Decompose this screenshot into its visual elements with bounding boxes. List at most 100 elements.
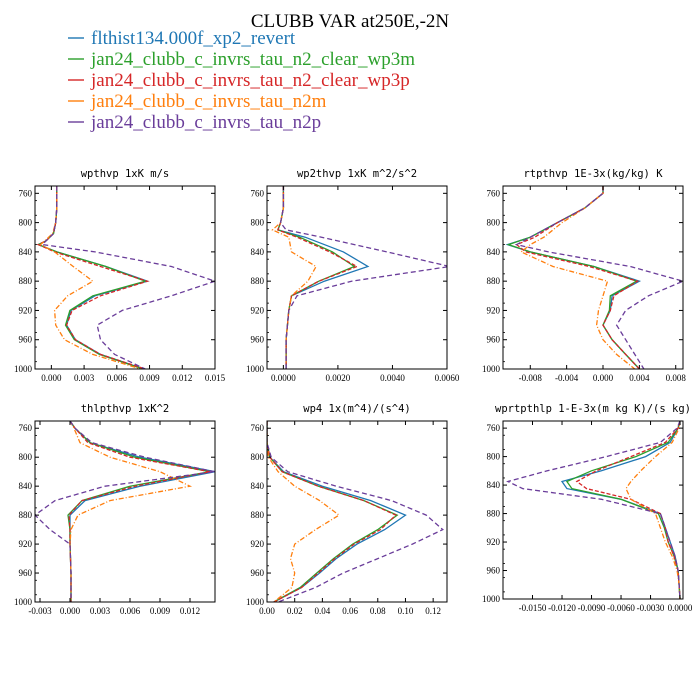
y-tick-label: 800 — [19, 452, 33, 462]
y-tick-label: 800 — [19, 218, 33, 228]
y-tick-label: 800 — [251, 452, 265, 462]
plot-frame — [502, 420, 684, 600]
x-tick-label: 0.006 — [120, 606, 141, 616]
x-tick-label: 0.012 — [180, 606, 200, 616]
x-tick-label: 0.0020 — [326, 373, 351, 383]
y-tick-label: 920 — [487, 537, 501, 547]
x-tick-label: 0.0000 — [668, 603, 693, 613]
series-line — [515, 186, 640, 369]
series-line — [267, 421, 341, 602]
chart-panel: wpthvp 1xK m/s 760 800 840 880 920 960 1000 0.00… — [14, 168, 226, 383]
y-tick-label: 840 — [487, 480, 501, 490]
panel-title: wp2thvp 1xK m^2/s^2 — [297, 168, 417, 180]
x-tick-label: -0.003 — [28, 606, 52, 616]
y-tick-label: 1000 — [14, 364, 33, 374]
chart-panel: thlpthvp 1xK^2 760 800 840 880 920 960 1000-0.0… — [14, 403, 216, 616]
x-tick-label: 0.000 — [41, 373, 62, 383]
panel-title: wp4 1x(m^4)/(s^4) — [303, 403, 410, 415]
x-tick-label: 0.0060 — [435, 373, 460, 383]
y-tick-label: 920 — [19, 305, 33, 315]
plot-frame — [34, 185, 216, 370]
x-tick-label: 0.08 — [370, 606, 386, 616]
y-tick-label: 800 — [487, 218, 501, 228]
figure-title: CLUBB VAR at250E,-2N — [251, 11, 450, 32]
series-line — [519, 186, 636, 369]
series-line — [36, 186, 150, 369]
x-tick-label: 0.006 — [107, 373, 128, 383]
y-tick-label: 880 — [251, 510, 265, 520]
y-tick-label: 880 — [19, 276, 33, 286]
x-tick-label: -0.008 — [519, 373, 543, 383]
y-tick-label: 840 — [251, 481, 265, 491]
y-tick-label: 960 — [19, 335, 33, 345]
chart-panel: rtpthvp 1E-3x(kg/kg) K 760 800 840 880 920 960… — [482, 168, 686, 383]
x-tick-label: 0.12 — [425, 606, 441, 616]
x-tick-label: -0.0120 — [548, 603, 576, 613]
y-tick-label: 880 — [19, 510, 33, 520]
x-tick-label: 0.015 — [205, 373, 226, 383]
x-tick-label: 0.004 — [629, 373, 650, 383]
series-line — [506, 421, 681, 599]
y-tick-label: 760 — [487, 188, 501, 198]
y-tick-label: 920 — [251, 539, 265, 549]
y-tick-label: 1000 — [246, 597, 265, 607]
series-line — [565, 421, 681, 599]
y-tick-label: 1000 — [14, 597, 33, 607]
y-tick-label: 760 — [19, 423, 33, 433]
y-tick-label: 760 — [251, 188, 265, 198]
x-tick-label: 0.000 — [593, 373, 614, 383]
y-tick-label: 960 — [251, 568, 265, 578]
x-tick-label: 0.10 — [398, 606, 414, 616]
x-tick-label: -0.0090 — [578, 603, 606, 613]
x-tick-label: 0.012 — [172, 373, 192, 383]
y-tick-label: 880 — [251, 276, 265, 286]
x-tick-label: 0.003 — [74, 373, 95, 383]
x-tick-label: -0.0150 — [519, 603, 547, 613]
y-tick-label: 920 — [19, 539, 33, 549]
y-tick-label: 1000 — [246, 364, 265, 374]
x-tick-label: -0.0060 — [607, 603, 635, 613]
chart-panel: wprtpthlp 1-E-3x(m kg K)/(s kg) 760 800 840… — [482, 403, 693, 613]
y-tick-label: 840 — [487, 247, 501, 257]
series-line — [625, 421, 681, 599]
y-tick-label: 760 — [251, 423, 265, 433]
y-tick-label: 1000 — [482, 364, 501, 374]
y-tick-label: 920 — [251, 305, 265, 315]
x-tick-label: 0.04 — [315, 606, 331, 616]
y-tick-label: 800 — [251, 218, 265, 228]
series-line — [35, 421, 215, 602]
panel-title: wprtpthlp 1-E-3x(m kg K)/(s kg) — [495, 403, 691, 415]
y-tick-label: 800 — [487, 452, 501, 462]
x-tick-label: 0.0000 — [271, 373, 296, 383]
x-tick-label: 0.00 — [259, 606, 275, 616]
panel-title: wpthvp 1xK m/s — [81, 168, 170, 180]
x-tick-label: -0.004 — [555, 373, 579, 383]
legend-label: jan24_clubb_c_invrs_tau_n2p — [90, 112, 321, 133]
x-tick-label: 0.000 — [60, 606, 81, 616]
y-tick-label: 960 — [487, 335, 501, 345]
y-tick-label: 880 — [487, 509, 501, 519]
x-tick-label: 0.02 — [287, 606, 303, 616]
series-line — [39, 186, 141, 369]
x-tick-label: 0.009 — [150, 606, 171, 616]
x-tick-label: 0.06 — [342, 606, 358, 616]
series-line — [514, 186, 683, 369]
y-tick-label: 960 — [487, 566, 501, 576]
y-tick-label: 840 — [19, 247, 33, 257]
y-tick-label: 880 — [487, 276, 501, 286]
plot-frame — [502, 185, 684, 370]
x-tick-label: 0.009 — [139, 373, 160, 383]
x-tick-label: -0.0030 — [637, 603, 665, 613]
plot-frame — [34, 420, 216, 603]
chart-panel: wp4 1x(m^4)/(s^4)76080084088092096010000… — [246, 403, 448, 616]
y-tick-label: 960 — [19, 568, 33, 578]
panel-grid: wpthvp 1xK m/s76080084088092096010000.00… — [14, 168, 693, 616]
y-tick-label: 920 — [487, 305, 501, 315]
y-tick-label: 840 — [19, 481, 33, 491]
panel-title: rtpthvp 1E-3x(kg/kg) K — [523, 168, 663, 180]
series-line — [279, 186, 447, 369]
x-tick-label: 0.0040 — [380, 373, 405, 383]
series-line — [267, 421, 444, 602]
y-tick-label: 760 — [487, 423, 501, 433]
